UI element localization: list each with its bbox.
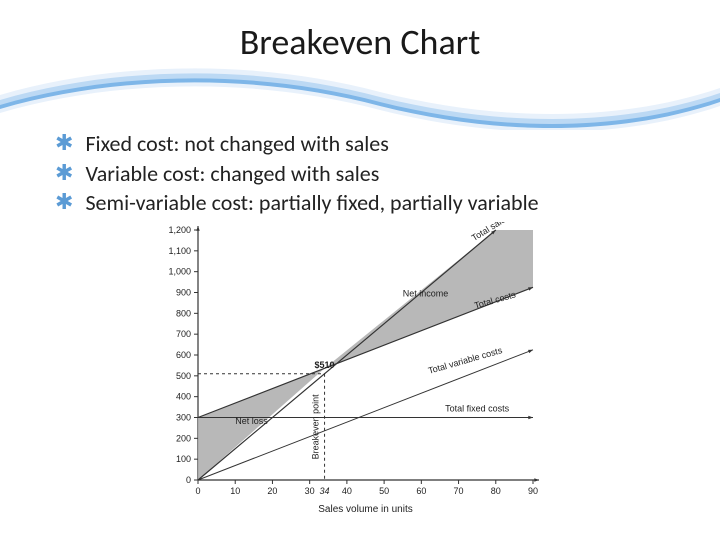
- svg-text:400: 400: [176, 392, 191, 402]
- svg-text:500: 500: [176, 371, 191, 381]
- bullet-text: Semi-variable cost: partially fixed, par…: [85, 189, 538, 217]
- svg-text:1,000: 1,000: [168, 267, 191, 277]
- svg-text:90: 90: [528, 486, 538, 496]
- svg-text:Sales volume in units: Sales volume in units: [318, 504, 413, 515]
- asterisk-icon: ✱: [55, 160, 73, 186]
- svg-text:900: 900: [176, 288, 191, 298]
- svg-text:1,200: 1,200: [168, 225, 191, 235]
- svg-text:100: 100: [176, 454, 191, 464]
- svg-text:300: 300: [176, 413, 191, 423]
- svg-text:80: 80: [491, 486, 501, 496]
- svg-text:0: 0: [195, 486, 200, 496]
- asterisk-icon: ✱: [55, 189, 73, 215]
- slide-title: Breakeven Chart: [0, 20, 720, 64]
- svg-text:10: 10: [230, 486, 240, 496]
- svg-text:40: 40: [342, 486, 352, 496]
- svg-text:Total fixed costs: Total fixed costs: [445, 403, 510, 413]
- svg-text:70: 70: [454, 486, 464, 496]
- svg-text:Breakeven point: Breakeven point: [311, 394, 321, 460]
- svg-text:1,100: 1,100: [168, 246, 191, 256]
- bullet-item: ✱ Semi-variable cost: partially fixed, p…: [55, 189, 675, 217]
- svg-text:$510: $510: [315, 360, 335, 370]
- svg-text:200: 200: [176, 433, 191, 443]
- bullet-text: Variable cost: changed with sales: [85, 160, 379, 188]
- bullet-item: ✱ Variable cost: changed with sales: [55, 160, 675, 188]
- svg-text:600: 600: [176, 350, 191, 360]
- breakeven-chart: 01002003004005006007008009001,0001,1001,…: [138, 222, 578, 522]
- svg-text:Net income: Net income: [403, 289, 449, 299]
- svg-text:0: 0: [186, 475, 191, 485]
- svg-text:800: 800: [176, 308, 191, 318]
- slide: Breakeven Chart ✱ Fixed cost: not change…: [0, 0, 720, 540]
- bullet-list: ✱ Fixed cost: not changed with sales ✱ V…: [55, 130, 675, 219]
- bullet-text: Fixed cost: not changed with sales: [85, 130, 388, 158]
- svg-text:34: 34: [320, 486, 330, 496]
- svg-text:Total variable costs: Total variable costs: [427, 345, 504, 376]
- svg-text:700: 700: [176, 329, 191, 339]
- asterisk-icon: ✱: [55, 130, 73, 156]
- svg-text:50: 50: [379, 486, 389, 496]
- svg-text:Net loss: Net loss: [235, 416, 268, 426]
- svg-text:20: 20: [267, 486, 277, 496]
- bullet-item: ✱ Fixed cost: not changed with sales: [55, 130, 675, 158]
- svg-text:60: 60: [416, 486, 426, 496]
- svg-text:30: 30: [305, 486, 315, 496]
